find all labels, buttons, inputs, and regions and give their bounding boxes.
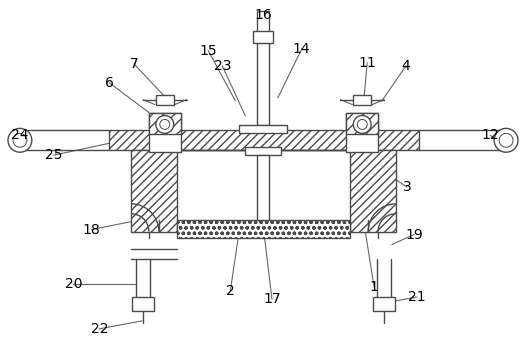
Text: 25: 25: [45, 148, 63, 162]
Circle shape: [160, 120, 170, 129]
Text: 20: 20: [65, 277, 82, 291]
Circle shape: [156, 116, 174, 134]
Bar: [346, 112, 378, 152]
Text: 24: 24: [11, 128, 28, 142]
Text: 11: 11: [358, 56, 376, 70]
Bar: [131, 150, 177, 232]
Text: 2: 2: [226, 284, 235, 298]
Circle shape: [499, 134, 513, 147]
Bar: [156, 95, 174, 105]
Circle shape: [353, 116, 371, 134]
Bar: [346, 112, 378, 134]
Text: 21: 21: [408, 290, 426, 304]
Circle shape: [357, 120, 367, 129]
Text: 23: 23: [214, 59, 231, 73]
Circle shape: [8, 129, 32, 152]
Bar: [257, 11, 269, 125]
Text: 17: 17: [263, 292, 281, 306]
Text: 3: 3: [402, 180, 411, 194]
Bar: [109, 130, 419, 150]
Bar: [245, 147, 281, 155]
Bar: [132, 297, 154, 311]
Bar: [253, 31, 273, 43]
Circle shape: [494, 129, 518, 152]
Bar: [239, 125, 287, 134]
Text: 22: 22: [90, 322, 108, 336]
Text: 12: 12: [481, 128, 499, 142]
Bar: [149, 112, 180, 134]
Bar: [257, 155, 269, 220]
Bar: [373, 297, 395, 311]
Text: 1: 1: [370, 280, 379, 294]
Text: 4: 4: [401, 59, 410, 73]
Text: 14: 14: [293, 42, 310, 56]
Circle shape: [13, 134, 27, 147]
Text: 7: 7: [129, 57, 138, 71]
Text: 16: 16: [254, 8, 272, 22]
Text: 15: 15: [199, 44, 217, 58]
Text: 6: 6: [105, 76, 114, 90]
Text: 18: 18: [83, 223, 100, 237]
Bar: [177, 220, 350, 237]
Bar: [350, 150, 396, 232]
Bar: [149, 112, 180, 152]
Bar: [353, 95, 371, 105]
Text: 19: 19: [405, 227, 423, 242]
